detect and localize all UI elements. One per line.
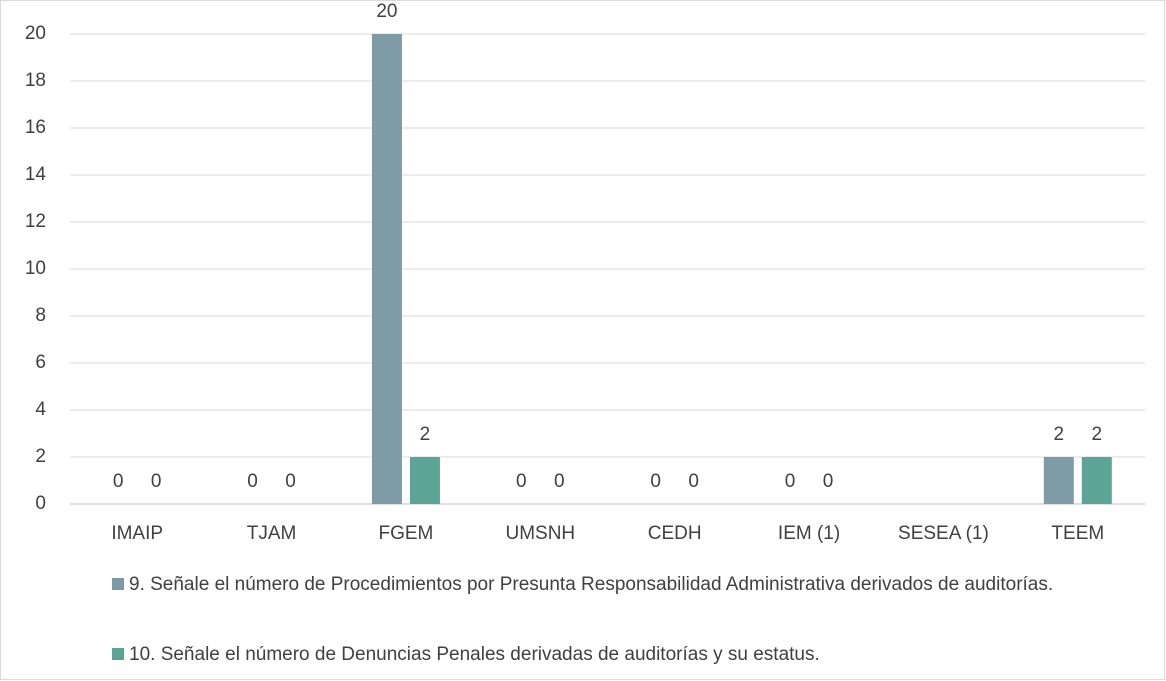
legend-label: 10. Señale el número de Denuncias Penale… [129,644,820,665]
x-tick-label: FGEM [378,523,433,544]
bar [371,34,402,504]
x-tick-label: TEEM [1051,523,1104,544]
bar [1043,457,1074,504]
x-tick-label: TJAM [247,523,297,544]
y-tick-label: 20 [25,23,46,44]
x-tick-label: SESEA (1) [898,523,989,544]
data-label: 0 [650,471,661,492]
x-tick-label: UMSNH [505,523,575,544]
y-tick-label: 18 [25,70,46,91]
y-tick-label: 2 [35,446,46,467]
legend-entry: 9. Señale el número de Procedimientos po… [112,573,1092,597]
data-label: 0 [688,471,699,492]
data-label: 2 [1054,424,1065,445]
legend-swatch [112,578,124,590]
x-tick-label: IEM (1) [778,523,840,544]
data-label: 0 [285,471,296,492]
data-label: 0 [823,471,834,492]
y-tick-label: 14 [25,164,47,185]
bar [1081,457,1112,504]
y-tick-label: 10 [25,258,46,279]
data-label: 0 [516,471,527,492]
y-tick-label: 8 [35,305,46,326]
data-label: 0 [247,471,258,492]
y-tick-label: 4 [35,399,46,420]
bar [409,457,440,504]
y-tick-label: 6 [35,352,46,373]
x-tick-label: CEDH [648,523,702,544]
data-label: 0 [554,471,565,492]
y-tick-label: 16 [25,117,46,138]
legend-entry: 10. Señale el número de Denuncias Penale… [112,643,1092,667]
data-label: 0 [113,471,124,492]
legend-label: 9. Señale el número de Procedimientos po… [129,574,1054,595]
data-label: 2 [420,424,431,445]
data-label: 2 [1092,424,1103,445]
data-label: 20 [376,1,397,22]
y-tick-label: 12 [25,211,46,232]
y-tick-label: 0 [35,493,46,514]
data-label: 0 [151,471,162,492]
legend-swatch [112,648,124,660]
x-tick-label: IMAIP [111,523,163,544]
data-label: 0 [785,471,796,492]
